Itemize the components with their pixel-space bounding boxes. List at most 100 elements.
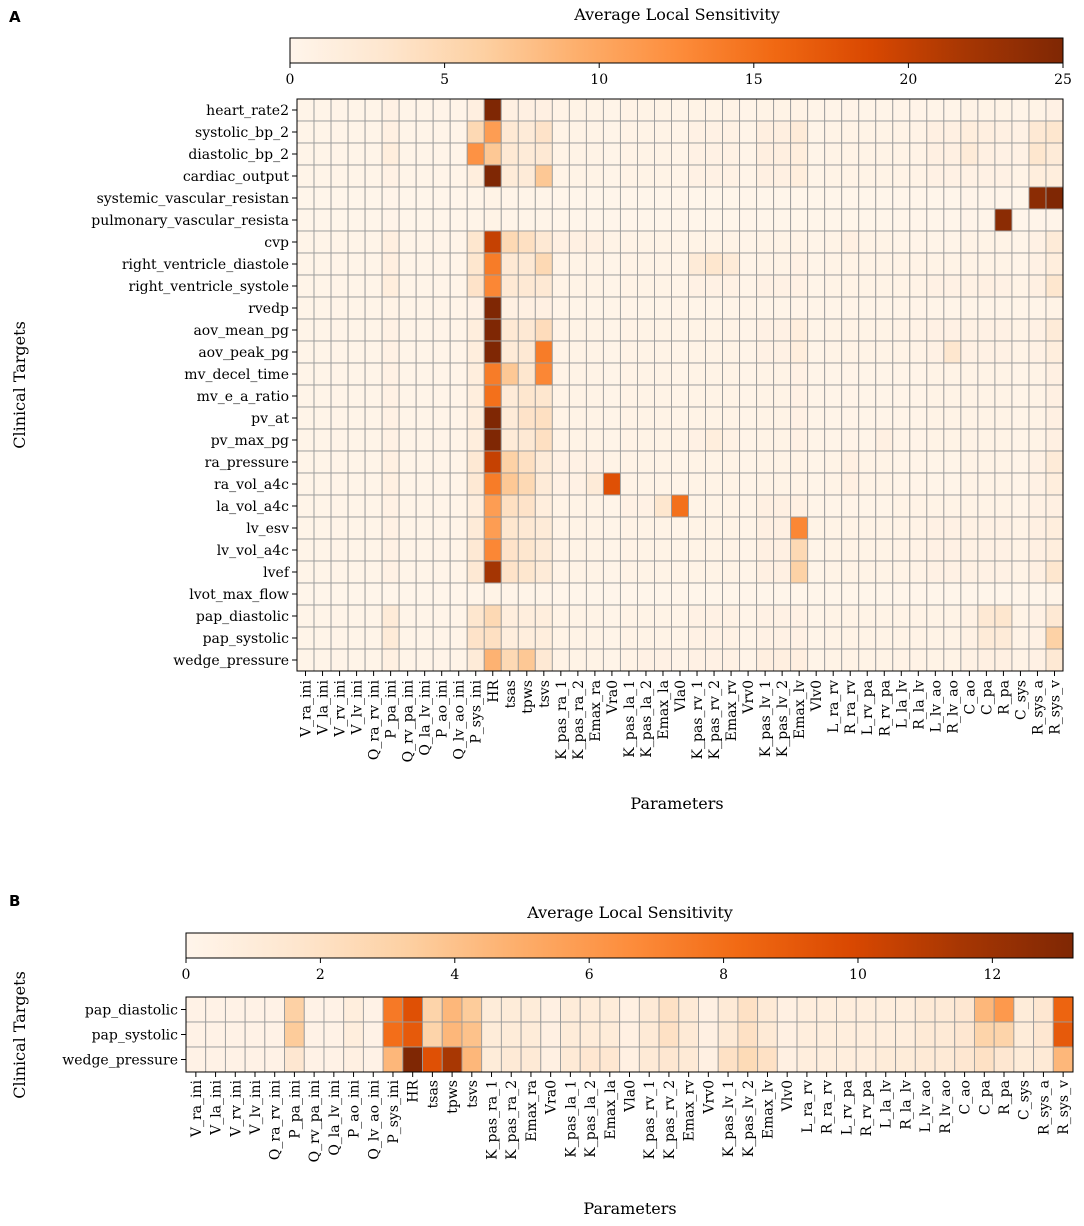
- heatmap-cell-a: [875, 296, 894, 320]
- heatmap-cell-a: [688, 274, 706, 298]
- heatmap-cell-a: [994, 340, 1013, 364]
- heatmap-cell-a: [347, 516, 366, 540]
- heatmap-cell-a: [671, 98, 689, 122]
- heatmap-cell-a: [636, 472, 655, 496]
- heatmap-cell-a: [313, 230, 332, 254]
- heatmap-cell-a: [688, 120, 706, 144]
- heatmap-cell-a: [943, 472, 962, 496]
- heatmap-cell-a: [977, 120, 996, 144]
- heatmap-cell-a: [671, 494, 689, 518]
- heatmap-cell-a: [432, 186, 451, 210]
- heatmap-cell-b: [678, 1021, 699, 1048]
- heatmap-cell-b: [579, 1046, 601, 1073]
- heatmap-cell-a: [943, 582, 962, 606]
- heatmap-cell-a: [858, 98, 877, 122]
- heatmap-cell-a: [602, 274, 621, 298]
- heatmap-cell-a: [432, 98, 451, 122]
- heatmap-cell-a: [296, 450, 315, 474]
- heatmap-cell-a: [994, 648, 1013, 672]
- heatmap-cell-a: [398, 560, 417, 584]
- heatmap-cell-a: [773, 428, 792, 452]
- heatmap-cell-a: [466, 208, 485, 232]
- column-label-a: Vlv0: [809, 680, 825, 712]
- heatmap-cell-a: [415, 560, 434, 584]
- heatmap-cell-a: [654, 538, 672, 562]
- heatmap-cell-a: [313, 384, 332, 408]
- heatmap-cell-a: [960, 120, 979, 144]
- heatmap-cell-a: [534, 362, 553, 386]
- heatmap-cell-a: [568, 604, 587, 628]
- heatmap-cell-a: [398, 648, 417, 672]
- heatmap-cell-a: [994, 142, 1013, 166]
- heatmap-cell-a: [824, 538, 843, 562]
- heatmap-cell-a: [790, 560, 809, 584]
- heatmap-cell-a: [722, 428, 741, 452]
- heatmap-cell-a: [619, 648, 638, 672]
- heatmap-cell-a: [909, 252, 928, 276]
- heatmap-cell-a: [705, 120, 724, 144]
- heatmap-cell-a: [296, 406, 315, 430]
- heatmap-cell-b: [914, 1021, 936, 1048]
- heatmap-cell-a: [296, 340, 315, 364]
- heatmap-cell-a: [705, 296, 724, 320]
- heatmap-cell-a: [636, 538, 655, 562]
- heatmap-cell-a: [551, 472, 570, 496]
- heatmap-cell-a: [858, 274, 877, 298]
- heatmap-cell-a: [364, 538, 383, 562]
- heatmap-cell-a: [551, 142, 570, 166]
- heatmap-cell-a: [960, 472, 979, 496]
- heatmap-cell-b: [224, 1021, 246, 1048]
- heatmap-cell-a: [449, 648, 468, 672]
- column-label-a: HR: [486, 680, 502, 703]
- heatmap-cell-a: [619, 252, 638, 276]
- heatmap-cell-a: [824, 428, 843, 452]
- heatmap-cell-a: [330, 208, 349, 232]
- heatmap-cell-a: [449, 428, 468, 452]
- heatmap-cell-a: [432, 362, 451, 386]
- heatmap-cell-a: [994, 318, 1013, 342]
- heatmap-cell-a: [722, 560, 741, 584]
- heatmap-cell-a: [347, 230, 366, 254]
- heatmap-cell-a: [756, 120, 775, 144]
- heatmap-cell-b: [698, 996, 719, 1023]
- heatmap-cell-a: [330, 340, 349, 364]
- heatmap-cell-a: [654, 274, 672, 298]
- heatmap-cells-a: [296, 98, 1064, 672]
- heatmap-cell-a: [330, 142, 349, 166]
- heatmap-cell-a: [926, 560, 945, 584]
- heatmap-cell-a: [449, 252, 468, 276]
- row-label-a: heart_rate2: [206, 103, 289, 119]
- heatmap-cell-a: [619, 582, 638, 606]
- heatmap-cell-a: [415, 296, 434, 320]
- heatmap-cell-a: [875, 142, 894, 166]
- column-label-a: K_pas_rv_1: [690, 680, 706, 759]
- heatmap-cell-a: [1045, 208, 1064, 232]
- heatmap-cell-a: [671, 384, 689, 408]
- heatmap-cell-a: [296, 296, 315, 320]
- heatmap-cell-a: [722, 604, 741, 628]
- column-label-a: R_la_lv: [911, 680, 927, 730]
- heatmap-cell-a: [466, 142, 485, 166]
- heatmap-cell-a: [602, 560, 621, 584]
- heatmap-cell-a: [960, 340, 979, 364]
- heatmap-cell-a: [654, 450, 672, 474]
- heatmap-cell-a: [398, 406, 417, 430]
- heatmap-cell-a: [500, 406, 519, 430]
- heatmap-cell-a: [568, 626, 587, 650]
- heatmap-cell-a: [296, 626, 315, 650]
- heatmap-cell-a: [926, 142, 945, 166]
- column-label-b: C_pa: [977, 1080, 993, 1115]
- heatmap-cell-a: [654, 230, 672, 254]
- heatmap-cell-a: [568, 648, 587, 672]
- heatmap-cell-a: [398, 604, 417, 628]
- heatmap-cell-a: [602, 472, 621, 496]
- heatmap-cell-a: [296, 604, 315, 628]
- heatmap-cell-a: [841, 186, 860, 210]
- heatmap-cell-b: [481, 1046, 502, 1073]
- heatmap-cell-a: [568, 274, 587, 298]
- heatmap-cell-b: [422, 1021, 443, 1048]
- heatmap-cell-a: [602, 142, 621, 166]
- heatmap-cell-a: [722, 516, 741, 540]
- heatmap-cell-a: [483, 648, 502, 672]
- row-label-b: pap_systolic: [92, 1028, 179, 1044]
